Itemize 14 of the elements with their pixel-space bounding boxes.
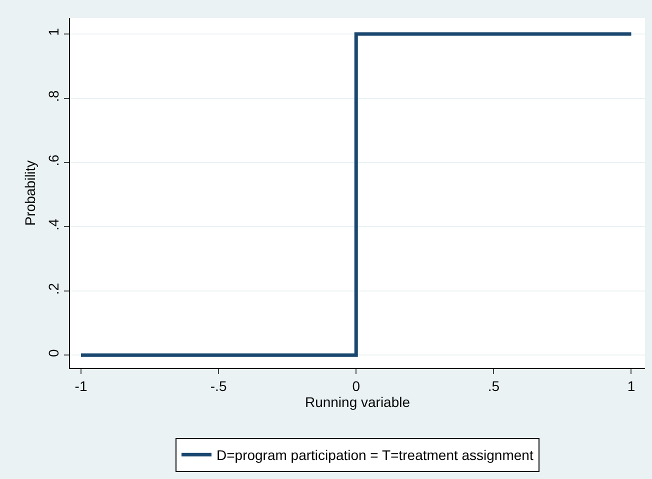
x-tick-label: 0 — [352, 378, 360, 394]
y-axis-title: Probability — [22, 160, 38, 226]
x-tick-label: 1 — [627, 378, 636, 394]
x-tick-label: -.5 — [210, 378, 227, 394]
y-tick-label: 0 — [45, 348, 62, 357]
legend-label: D=program participation = T=treatment assignment — [216, 447, 534, 464]
x-tick-label: -1 — [74, 378, 88, 394]
y-tick-label: .4 — [45, 218, 62, 230]
y-tick-label: .6 — [45, 154, 62, 166]
x-tick-label: .5 — [488, 378, 500, 394]
y-tick-label: 1 — [45, 28, 62, 36]
x-axis-title: Running variable — [304, 394, 410, 410]
y-tick-label: .2 — [45, 282, 62, 295]
y-tick-label: .8 — [45, 90, 62, 102]
